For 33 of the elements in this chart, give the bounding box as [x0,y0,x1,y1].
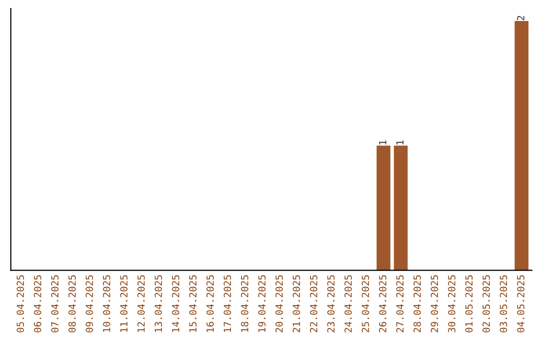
x-tick-label: 14.04.2025 [172,275,180,332]
x-tick-label: 17.04.2025 [224,275,232,332]
x-tick-label: 15.04.2025 [189,275,197,332]
data-label: 1 [396,140,404,144]
x-tick-label: 23.04.2025 [327,275,335,332]
x-tick-label: 19.04.2025 [258,275,266,332]
x-tick-label: 24.04.2025 [344,275,352,332]
x-tick-label: 30.04.2025 [448,275,456,332]
x-tick-label: 09.04.2025 [86,275,94,332]
x-tick-label: 04.05.2025 [517,275,524,332]
x-tick-label: 20.04.2025 [275,275,283,332]
x-tick-label: 29.04.2025 [430,275,438,332]
x-tick-label: 05.04.2025 [16,275,24,332]
x-tick-label: 08.04.2025 [68,275,76,332]
x-tick-label: 02.05.2025 [482,275,490,332]
x-tick-label: 13.04.2025 [154,275,162,332]
x-tick-label: 01.05.2025 [465,275,473,332]
x-tick-label: 07.04.2025 [51,275,59,332]
x-tick-label: 18.04.2025 [240,275,248,332]
x-tick-label: 10.04.2025 [102,275,110,332]
x-tick-label: 11.04.2025 [120,275,128,332]
x-tick-label: 16.04.2025 [206,275,214,332]
x-tick-label: 03.05.2025 [500,275,508,332]
data-label: 1 [379,140,386,144]
x-tick-label: 28.04.2025 [414,275,421,332]
x-tick-label: 06.04.2025 [34,275,42,332]
x-tick-label: 27.04.2025 [396,275,404,332]
x-tick-label: 22.04.2025 [310,275,318,332]
x-tick-label: 25.04.2025 [362,275,370,332]
x-tick-label: 21.04.2025 [292,275,300,332]
data-label: 2 [517,16,524,20]
x-tick-label: 26.04.2025 [379,275,386,332]
x-tick-label: 12.04.2025 [137,275,145,332]
